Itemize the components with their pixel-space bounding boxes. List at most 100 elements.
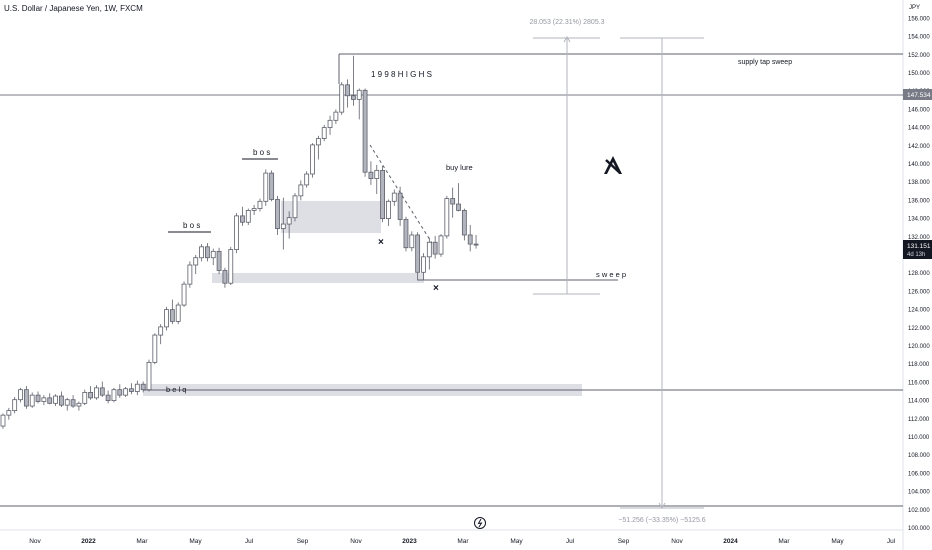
candle[interactable] — [415, 232, 421, 281]
candle[interactable] — [175, 302, 181, 325]
candle[interactable] — [298, 180, 304, 201]
candle[interactable] — [444, 195, 450, 239]
supply-zone[interactable] — [281, 201, 381, 233]
lightning-icon[interactable] — [474, 517, 486, 529]
candle[interactable] — [105, 390, 111, 404]
candle[interactable] — [251, 204, 257, 215]
candle[interactable] — [41, 395, 47, 406]
buy-lure-annotation[interactable]: buy lure — [446, 163, 473, 172]
candle[interactable] — [6, 407, 12, 420]
candle[interactable] — [82, 389, 88, 406]
x-marker-2[interactable]: × — [433, 283, 439, 294]
candle[interactable] — [216, 247, 222, 275]
candle[interactable] — [333, 109, 339, 124]
candle[interactable] — [117, 384, 123, 398]
candle[interactable] — [134, 380, 140, 396]
candle[interactable] — [386, 199, 391, 226]
candle[interactable] — [35, 391, 41, 404]
candle[interactable] — [473, 234, 479, 249]
candle[interactable] — [47, 393, 53, 405]
candle[interactable] — [158, 324, 164, 345]
candle[interactable] — [76, 401, 82, 411]
candle[interactable] — [210, 248, 216, 266]
candle[interactable] — [164, 306, 169, 331]
candle[interactable] — [432, 235, 438, 259]
candle[interactable] — [269, 170, 275, 202]
candle[interactable] — [228, 246, 234, 286]
candle[interactable] — [345, 79, 350, 108]
highs-annotation[interactable]: 1 9 9 8 H I G H S — [371, 70, 432, 79]
bos-annotation-2[interactable]: b o s — [253, 148, 270, 157]
candle[interactable] — [146, 359, 152, 392]
candle[interactable] — [181, 281, 187, 307]
candle[interactable] — [426, 237, 432, 270]
candle[interactable] — [193, 255, 199, 275]
x-marker-1[interactable]: × — [378, 237, 384, 248]
candle[interactable] — [204, 243, 210, 262]
candle[interactable] — [12, 396, 18, 414]
price-tick-label: 146.000 — [908, 107, 930, 113]
price-tick-label: 132.000 — [908, 235, 930, 241]
candle[interactable] — [461, 208, 467, 241]
candle[interactable] — [374, 164, 380, 195]
candle[interactable] — [438, 234, 444, 257]
candle[interactable] — [129, 383, 134, 395]
supply-annotation[interactable]: supply tap sweep — [738, 59, 792, 66]
candle[interactable] — [467, 224, 473, 252]
candle[interactable] — [0, 413, 6, 429]
candle[interactable] — [321, 124, 327, 142]
time-tick-label: Nov — [350, 538, 362, 545]
candle[interactable] — [362, 88, 368, 177]
candle[interactable] — [456, 183, 461, 212]
candle[interactable] — [53, 394, 58, 407]
candle[interactable] — [263, 169, 269, 206]
candle[interactable] — [339, 82, 345, 115]
candle[interactable] — [409, 231, 415, 252]
candle[interactable] — [70, 395, 76, 408]
candle[interactable] — [64, 397, 70, 411]
candle[interactable] — [94, 385, 99, 400]
candle[interactable] — [245, 208, 251, 225]
candle[interactable] — [315, 135, 321, 160]
belq-annotation[interactable]: b e l q — [166, 385, 186, 394]
candle[interactable] — [304, 171, 310, 188]
candle[interactable] — [152, 333, 158, 365]
candle[interactable] — [23, 386, 29, 409]
candle[interactable] — [123, 386, 129, 397]
candle[interactable] — [275, 195, 280, 235]
candle[interactable] — [310, 143, 315, 178]
candle[interactable] — [397, 186, 403, 226]
candle[interactable] — [59, 391, 64, 407]
candle[interactable] — [29, 392, 35, 408]
candle[interactable] — [111, 387, 117, 403]
candle[interactable] — [403, 216, 409, 252]
candle[interactable] — [356, 88, 362, 120]
candle[interactable] — [18, 387, 23, 403]
candle[interactable] — [140, 381, 146, 393]
candle[interactable] — [257, 198, 263, 212]
candle[interactable] — [199, 244, 204, 262]
candle[interactable] — [169, 299, 175, 325]
demand-zone[interactable] — [212, 273, 424, 283]
candle[interactable] — [286, 211, 292, 239]
trendline[interactable] — [369, 144, 433, 244]
candle[interactable] — [99, 381, 105, 397]
candle[interactable] — [450, 187, 456, 218]
candle[interactable] — [222, 267, 228, 288]
candle[interactable] — [380, 165, 386, 223]
candle[interactable] — [350, 55, 356, 106]
candle[interactable] — [234, 213, 240, 254]
candle[interactable] — [88, 386, 93, 400]
candle[interactable] — [327, 115, 333, 135]
time-axis[interactable]: Nov 2022 Mar May Jul Sep Nov 2023 Mar May Jul Sep No… — [29, 538, 895, 545]
candle[interactable] — [187, 261, 193, 288]
candle[interactable] — [421, 253, 426, 280]
bos-annotation-1[interactable]: b o s — [183, 221, 200, 230]
candle[interactable] — [240, 206, 245, 226]
candle[interactable] — [368, 161, 374, 185]
candle[interactable] — [391, 189, 397, 206]
candle[interactable] — [280, 197, 286, 250]
candle[interactable] — [292, 193, 298, 222]
sweep-annotation[interactable]: s w e e p — [596, 270, 626, 279]
